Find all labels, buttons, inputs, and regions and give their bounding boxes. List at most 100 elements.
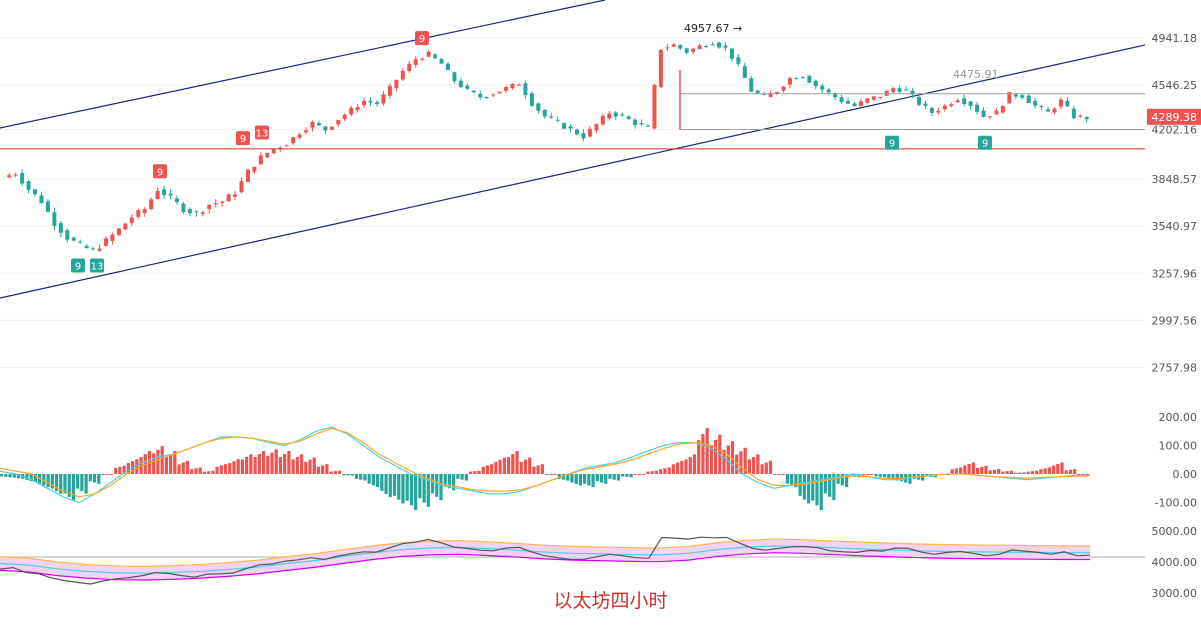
macd-histogram-bar	[743, 447, 747, 474]
price-tick-label: 2757.98	[1152, 361, 1198, 374]
macd-histogram-bar	[97, 474, 101, 484]
candle-body	[923, 103, 928, 106]
candle-body	[136, 210, 141, 217]
candle-body	[716, 42, 721, 48]
macd-histogram-bar	[426, 474, 430, 507]
candle-body	[1071, 108, 1076, 119]
candle-body	[97, 248, 102, 251]
candle-body	[162, 189, 167, 196]
macd-histogram-bar	[84, 474, 88, 494]
macd-histogram-bar	[1047, 467, 1051, 474]
macd-histogram-bar	[612, 474, 616, 480]
macd-histogram-bar	[908, 474, 912, 484]
candle-body	[794, 78, 799, 80]
candle-body	[652, 85, 657, 129]
macd-histogram-bar	[756, 454, 760, 474]
macd-histogram-bar	[730, 441, 735, 474]
macd-histogram-bar	[747, 459, 752, 474]
candle-body	[433, 54, 438, 59]
candles	[7, 41, 1089, 253]
candle-body	[516, 84, 521, 86]
macd-histogram-bar	[223, 464, 228, 474]
candle-body	[336, 120, 341, 125]
macd-histogram-bar	[67, 474, 71, 497]
macd-histogram-bar	[33, 474, 38, 483]
macd-histogram-bar	[367, 474, 371, 484]
td-mark-label: 9	[889, 139, 895, 150]
macd-histogram-bar	[701, 434, 705, 474]
macd-histogram-bar	[654, 470, 659, 474]
candle-body	[265, 153, 270, 158]
candle-body	[310, 121, 315, 128]
macd-histogram-bar	[642, 474, 646, 475]
macd-histogram-bar	[705, 428, 709, 474]
macd-histogram-bar	[844, 474, 849, 488]
macd-histogram-bar	[105, 474, 109, 475]
macd-histogram-bar	[299, 454, 304, 474]
macd-histogram-bar	[481, 466, 485, 474]
candle-body	[691, 48, 696, 52]
macd-histogram-bar	[528, 457, 532, 474]
macd-histogram-bar	[1005, 471, 1009, 474]
macd-histogram-bar	[185, 460, 190, 474]
macd-histogram-bar	[473, 471, 477, 474]
candle-body	[233, 194, 238, 197]
macd-histogram-bar	[380, 474, 384, 491]
candle-body	[510, 83, 515, 89]
macd-histogram-bar	[561, 474, 566, 480]
candle-body	[155, 190, 160, 200]
macd-histogram-bar	[160, 446, 164, 474]
macd-histogram-bar	[295, 456, 299, 474]
candle-body	[349, 107, 354, 115]
macd-histogram-bar	[443, 474, 447, 487]
macd-histogram-bar	[553, 474, 557, 475]
macd-histogram-bar	[359, 474, 363, 480]
candle-body	[1020, 95, 1025, 98]
macd-histogram-bar	[325, 464, 329, 474]
macd-histogram-bar	[1085, 474, 1089, 475]
macd-histogram-bar	[811, 474, 815, 501]
macd-histogram-bar	[0, 474, 4, 477]
td-mark-label: 9	[240, 134, 246, 145]
macd-histogram-bar	[967, 464, 971, 474]
macd-histogram-bar	[430, 474, 435, 494]
macd-histogram-bar	[739, 451, 743, 474]
macd-histogram-bar	[490, 464, 494, 474]
candle-body	[368, 100, 373, 103]
candle-body	[445, 63, 450, 70]
macd-histogram-bar	[912, 474, 916, 479]
candle-body	[71, 237, 76, 241]
candle-body	[665, 47, 670, 49]
price-tick-label: 3257.96	[1152, 267, 1198, 280]
macd-histogram-bar	[316, 466, 321, 474]
candle-body	[942, 105, 947, 110]
candle-body	[562, 123, 567, 129]
trend-channel	[0, 0, 1146, 299]
macd-pane	[0, 426, 1091, 511]
macd-histogram-bar	[118, 466, 122, 474]
macd-tick-label: -100.00	[1155, 497, 1197, 510]
macd-histogram-bar	[891, 474, 895, 480]
candle-body	[245, 169, 250, 182]
macd-histogram-bar	[971, 462, 975, 474]
macd-histogram-bar	[519, 461, 523, 474]
macd-histogram-bar	[625, 474, 629, 477]
macd-histogram-bar	[253, 457, 257, 474]
macd-histogram-bar	[646, 471, 650, 474]
macd-histogram-bar	[464, 474, 468, 481]
candle-body	[833, 93, 838, 98]
candle-body	[962, 98, 967, 105]
candle-body	[878, 96, 883, 98]
candle-body	[278, 147, 283, 149]
macd-histogram-bar	[50, 474, 54, 489]
macd-histogram-bar	[692, 454, 697, 474]
candle-body	[381, 94, 386, 104]
td-mark-box	[978, 135, 992, 150]
macd-histogram-bar	[621, 474, 625, 477]
macd-histogram-bar	[249, 454, 253, 474]
candle-body	[194, 211, 199, 213]
macd-histogram-bar	[59, 474, 63, 494]
candle-body	[891, 88, 896, 92]
macd-histogram-bar	[532, 466, 536, 474]
candle-body	[291, 137, 296, 144]
